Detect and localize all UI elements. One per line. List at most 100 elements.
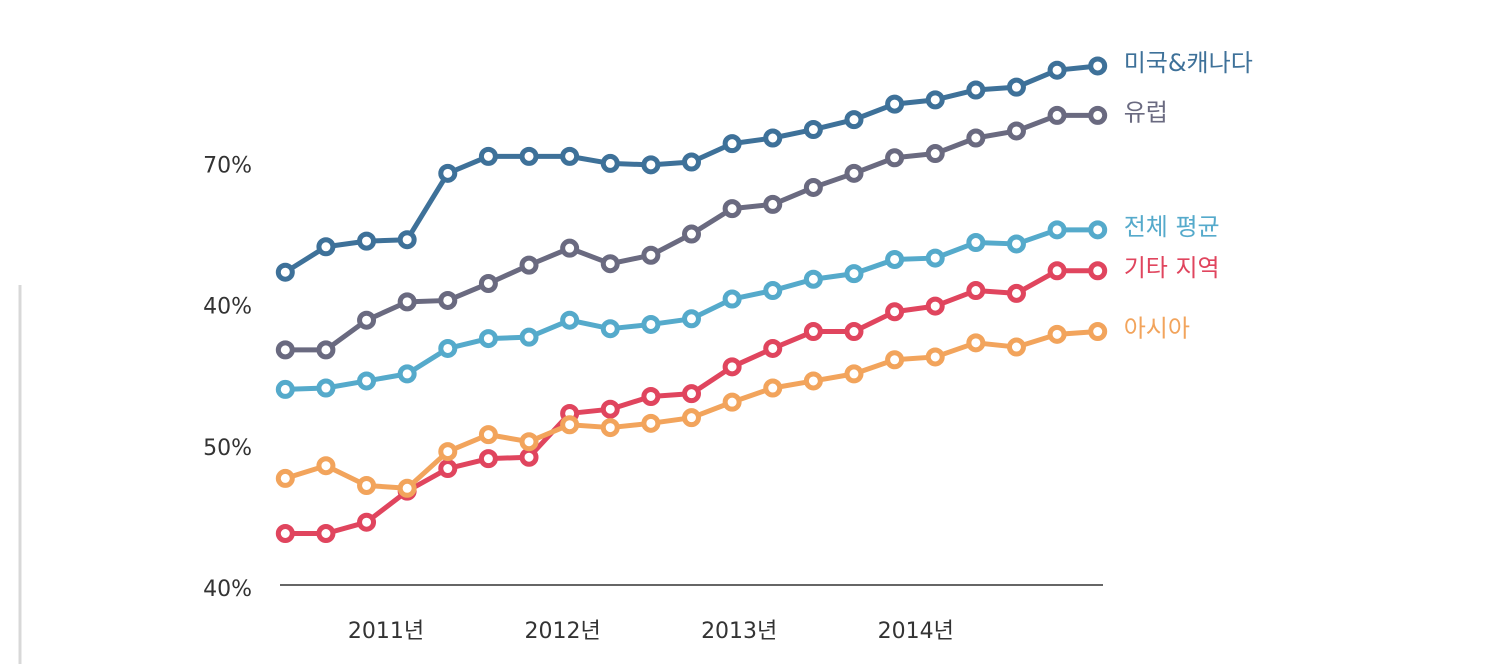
- point: [966, 233, 986, 253]
- point: [1088, 261, 1108, 281]
- point: [438, 442, 458, 462]
- series-label: 유럽: [1124, 98, 1168, 126]
- point: [763, 281, 783, 301]
- point: [275, 379, 295, 399]
- point: [519, 327, 539, 347]
- series-label: 아시아: [1124, 315, 1190, 343]
- point: [316, 237, 336, 257]
- point: [1088, 322, 1108, 342]
- point: [478, 449, 498, 469]
- point: [478, 146, 498, 166]
- point: [925, 296, 945, 316]
- point: [1088, 56, 1108, 76]
- point: [722, 289, 742, 309]
- y-tick-label: 40%: [203, 295, 252, 320]
- point: [397, 230, 417, 250]
- point: [1006, 234, 1026, 254]
- point: [1047, 261, 1067, 281]
- point: [803, 177, 823, 197]
- point: [357, 310, 377, 330]
- point: [641, 155, 661, 175]
- point: [600, 418, 620, 438]
- y-tick-label: 50%: [203, 436, 252, 461]
- point: [519, 447, 539, 467]
- point: [560, 146, 580, 166]
- point: [478, 425, 498, 445]
- point: [966, 80, 986, 100]
- point: [925, 144, 945, 164]
- point: [600, 399, 620, 419]
- point: [966, 333, 986, 353]
- series-label: 미국&캐나다: [1124, 49, 1253, 77]
- point: [1006, 77, 1026, 97]
- point: [885, 249, 905, 269]
- point: [275, 468, 295, 488]
- point: [803, 371, 823, 391]
- point: [1088, 105, 1108, 125]
- point: [1006, 337, 1026, 357]
- point: [478, 329, 498, 349]
- point: [357, 371, 377, 391]
- x-tick-label: 2012년: [524, 619, 600, 644]
- point: [397, 292, 417, 312]
- point: [682, 309, 701, 329]
- point: [275, 340, 295, 360]
- point: [478, 273, 498, 293]
- point: [519, 255, 539, 275]
- point: [925, 90, 945, 110]
- point: [519, 432, 539, 452]
- point: [763, 338, 783, 358]
- point: [722, 134, 742, 154]
- point: [438, 163, 458, 183]
- point: [275, 524, 295, 543]
- point: [316, 340, 336, 360]
- series-label: 전체 평균: [1124, 213, 1220, 241]
- point: [722, 392, 742, 412]
- point: [397, 478, 417, 498]
- point: [844, 364, 864, 384]
- point: [1047, 60, 1067, 80]
- point: [438, 459, 458, 479]
- point: [966, 281, 986, 301]
- point: [641, 413, 661, 433]
- point: [316, 524, 336, 543]
- point: [1006, 121, 1026, 141]
- point: [925, 347, 945, 367]
- point: [844, 322, 864, 342]
- point: [357, 475, 377, 495]
- point: [560, 310, 580, 330]
- x-tick-label: 2014년: [878, 619, 954, 644]
- point: [560, 415, 580, 435]
- point: [763, 378, 783, 398]
- point: [803, 269, 823, 289]
- point: [641, 386, 661, 406]
- y-tick-label: 70%: [203, 153, 252, 178]
- series-label: 기타 지역: [1124, 254, 1220, 282]
- x-tick-label: 2013년: [701, 619, 777, 644]
- point: [885, 148, 905, 168]
- point: [966, 128, 986, 148]
- point: [682, 384, 701, 404]
- point: [560, 238, 580, 258]
- point: [682, 224, 701, 244]
- point: [641, 314, 661, 334]
- point: [722, 357, 742, 377]
- point: [438, 290, 458, 310]
- y-tick-label: 40%: [203, 577, 252, 602]
- point: [1006, 283, 1026, 303]
- point: [885, 302, 905, 322]
- point: [803, 120, 823, 140]
- point: [357, 231, 377, 251]
- point: [1047, 105, 1067, 125]
- point: [600, 254, 620, 274]
- point: [397, 364, 417, 384]
- point: [763, 128, 783, 148]
- point: [682, 152, 701, 172]
- point: [641, 245, 661, 265]
- point: [275, 262, 295, 282]
- point: [885, 94, 905, 114]
- point: [1088, 220, 1108, 240]
- point: [682, 408, 701, 428]
- point: [600, 153, 620, 173]
